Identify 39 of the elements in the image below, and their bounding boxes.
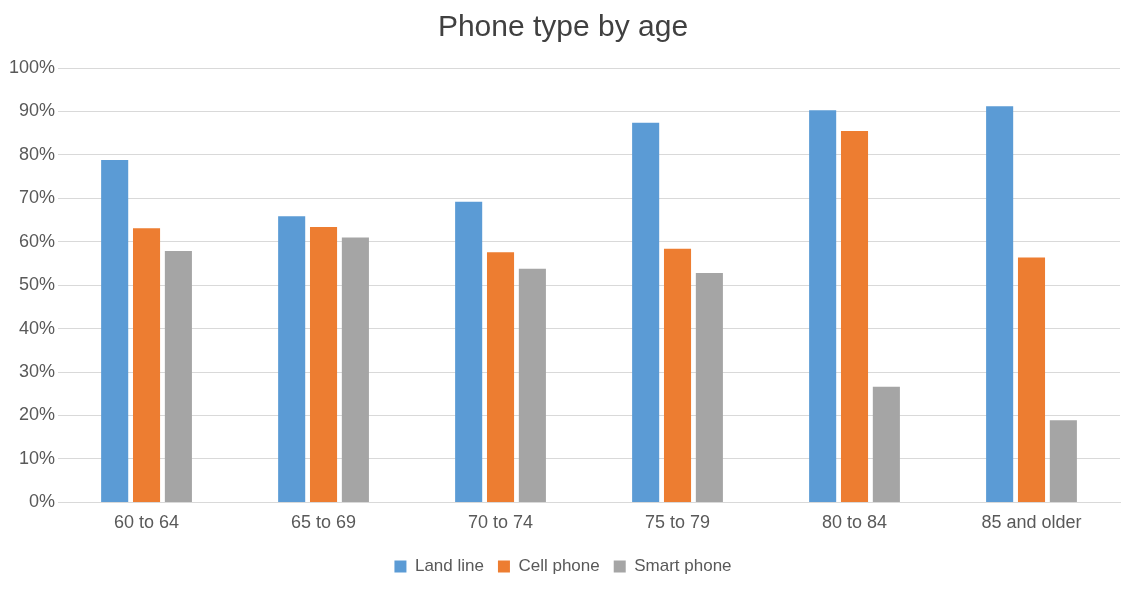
y-tick-label: 50% bbox=[19, 274, 56, 295]
x-tick-label: 80 to 84 bbox=[821, 512, 888, 533]
x-tick-label: 85 and older bbox=[981, 512, 1082, 533]
y-tick-label: 70% bbox=[19, 187, 56, 208]
y-tick-label: 30% bbox=[19, 361, 56, 382]
bar bbox=[872, 386, 900, 502]
bar bbox=[809, 110, 837, 502]
y-tick-label: 80% bbox=[19, 143, 56, 164]
y-tick-label: 0% bbox=[29, 491, 56, 512]
y-tick-label: 20% bbox=[19, 404, 56, 425]
y-tick-label: 40% bbox=[19, 317, 56, 338]
bar bbox=[486, 252, 515, 502]
x-tick-label: 65 to 69 bbox=[291, 512, 357, 533]
bar bbox=[695, 273, 723, 502]
bar bbox=[840, 130, 869, 502]
bar bbox=[455, 201, 483, 502]
bar bbox=[632, 122, 660, 502]
bar bbox=[663, 248, 692, 502]
bar bbox=[132, 228, 161, 502]
bar bbox=[164, 250, 192, 502]
bar bbox=[278, 216, 306, 502]
y-tick-label: 90% bbox=[19, 100, 56, 121]
legend-label: Land line bbox=[414, 556, 484, 576]
bar bbox=[986, 106, 1014, 502]
y-tick-label: 100% bbox=[8, 56, 56, 77]
bar bbox=[1049, 420, 1077, 502]
bar bbox=[518, 268, 546, 502]
legend-label: Smart phone bbox=[634, 556, 732, 576]
y-tick-label: 10% bbox=[19, 447, 56, 468]
bar bbox=[309, 226, 338, 502]
bar bbox=[1017, 257, 1046, 502]
bar bbox=[341, 237, 369, 502]
legend-label: Cell phone bbox=[518, 556, 600, 576]
chart-title: Phone type by age bbox=[437, 9, 689, 43]
x-tick-label: 70 to 74 bbox=[467, 512, 534, 533]
y-tick-label: 60% bbox=[19, 230, 56, 251]
x-tick-label: 60 to 64 bbox=[114, 512, 180, 533]
x-tick-label: 75 to 79 bbox=[644, 512, 711, 533]
bar bbox=[101, 160, 129, 502]
